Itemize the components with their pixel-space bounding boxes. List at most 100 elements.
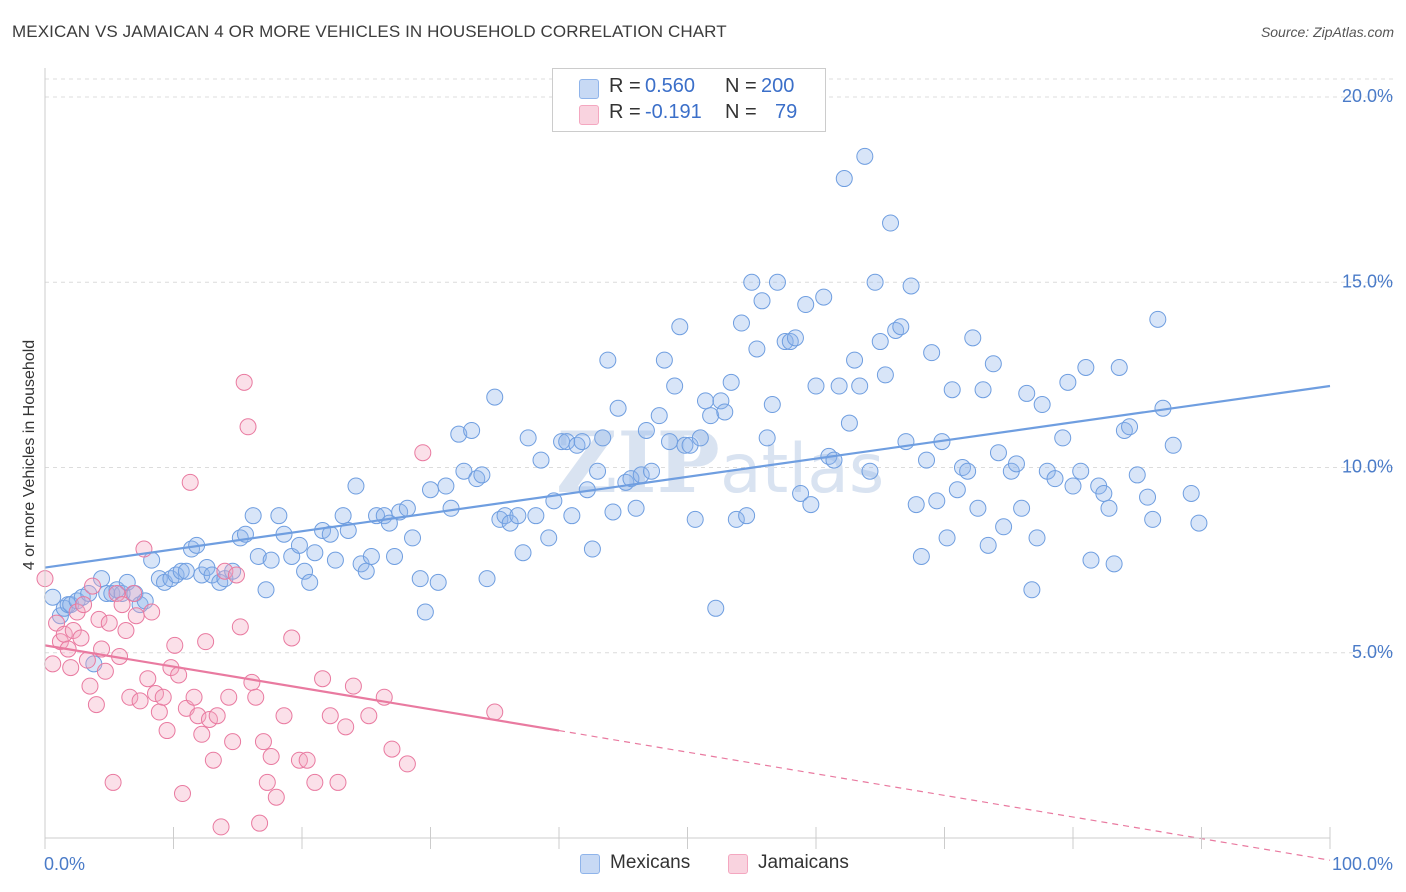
mexicans-point (748, 340, 766, 358)
legend-swatch-jamaicans (728, 854, 748, 874)
jamaicans-point (204, 751, 222, 769)
jamaicans-point (383, 740, 401, 758)
mexicans-point (416, 603, 434, 621)
legend-label-jamaicans: Jamaicans (758, 852, 849, 873)
mexicans-trend-line (44, 384, 1331, 569)
mexicans-point (1128, 466, 1146, 484)
mexicans-point (257, 581, 275, 599)
mexicans-point (702, 407, 720, 425)
jamaicans-point (166, 636, 184, 654)
mexicans-point (177, 562, 195, 580)
jamaicans-point (262, 747, 280, 765)
mexicans-point (686, 510, 704, 528)
jamaicans-point (108, 584, 126, 602)
jamaicans-point (62, 659, 80, 677)
mexicans-point (404, 529, 422, 547)
mexicans-point (411, 570, 429, 588)
mexicans-point (835, 170, 853, 188)
mexicans-point (463, 421, 481, 439)
mexicans-point (768, 273, 786, 291)
jamaicans-point (78, 651, 96, 669)
mexicans-point (753, 292, 771, 310)
r-label: R = (609, 75, 641, 97)
mexicans-point (866, 273, 884, 291)
mexicans-point (691, 429, 709, 447)
mexicans-point (339, 522, 357, 540)
y-tick-label: 5.0% (1352, 642, 1393, 662)
n-label: N = (725, 75, 757, 97)
mexicans-point (1100, 499, 1118, 517)
jamaicans-point (113, 596, 131, 614)
jamaicans-point (254, 733, 272, 751)
mexicans-point (540, 529, 558, 547)
mexicans-point (1110, 358, 1128, 376)
jamaicans-point (197, 633, 215, 651)
mexicans-point (792, 484, 810, 502)
jamaicans-point (239, 418, 257, 436)
jamaicans-point (121, 688, 139, 706)
watermark-atlas: atlas (720, 430, 884, 509)
mexicans-point (776, 333, 794, 351)
mexicans-point (296, 562, 314, 580)
jamaicans-point (247, 688, 265, 706)
mexicans-point (98, 584, 116, 602)
mexicans-point (519, 429, 537, 447)
mexicans-point (1007, 455, 1025, 473)
mexicans-point (1059, 373, 1077, 391)
mexicans-point (589, 462, 607, 480)
mexicans-point (974, 381, 992, 399)
mexicans-point (1105, 555, 1123, 573)
jamaicans-point (72, 629, 90, 647)
grid-lines (45, 78, 1395, 654)
mexicans-point (290, 536, 308, 554)
y-tick-label: 20.0% (1342, 86, 1393, 106)
mexicans-point (326, 551, 344, 569)
mexicans-point (840, 414, 858, 432)
jamaicans-point (298, 751, 316, 769)
jamaicans-point (344, 677, 362, 695)
mexicans-point (249, 547, 267, 565)
mexicans-point (532, 451, 550, 469)
axes: 5.0% 10.0% 15.0% 20.0% 0.0% 100.0% (44, 68, 1393, 874)
mexicans-point (758, 429, 776, 447)
mexicans-point (650, 407, 668, 425)
jamaicans-point (181, 473, 199, 491)
jamaicans-point (321, 707, 339, 725)
mexicans-point (334, 507, 352, 525)
series-layer (36, 147, 1208, 836)
mexicans-point (583, 540, 601, 558)
mexicans-point (429, 573, 447, 591)
mexicans-point (907, 496, 925, 514)
mexicans-point (1054, 429, 1072, 447)
mexicans-point (959, 462, 977, 480)
jamaicans-point (139, 670, 157, 688)
jamaicans-point (227, 566, 245, 584)
mexicans-point (637, 421, 655, 439)
mexicans-point (609, 399, 627, 417)
mexicans-point (892, 318, 910, 336)
jamaicans-point (104, 773, 122, 791)
mexicans-point (923, 344, 941, 362)
mexicans-point (398, 499, 416, 517)
mexicans-point (763, 396, 781, 414)
jamaicans-point (243, 673, 261, 691)
jamaicans-point (117, 622, 135, 640)
mexicans-point (912, 547, 930, 565)
jamaicans-point (87, 696, 105, 714)
mexicans-point (938, 529, 956, 547)
jamaicans-point (185, 688, 203, 706)
jamaicans-point (224, 733, 242, 751)
mexicans-point (558, 433, 576, 451)
jamaicans-point (314, 670, 332, 688)
mexicans-point (1139, 488, 1157, 506)
mexicans-point (172, 562, 190, 580)
mexicans-point (671, 318, 689, 336)
jamaicans-point (329, 773, 347, 791)
mexicans-point (386, 547, 404, 565)
jamaicans-point (81, 677, 99, 695)
jamaicans-point (125, 584, 143, 602)
mexicans-point (262, 551, 280, 569)
jamaicans-point (208, 707, 226, 725)
mexicans-point (707, 599, 725, 617)
